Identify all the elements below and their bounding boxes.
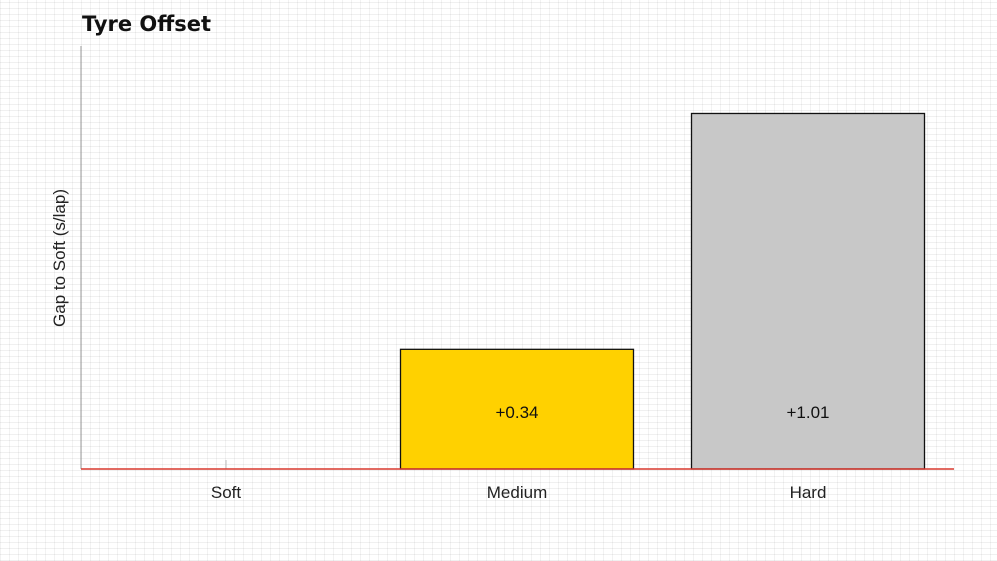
x-tick-label-medium: Medium	[487, 483, 547, 502]
x-tick-label-soft: Soft	[211, 483, 242, 502]
bar-value-label-medium: +0.34	[495, 403, 538, 422]
bars-group: +0.34 +1.01	[225, 112, 926, 470]
bar-value-label-hard: +1.01	[786, 403, 829, 422]
x-tick-labels: Soft Medium Hard	[211, 483, 827, 502]
bar-medium	[399, 348, 635, 470]
bar-hard	[690, 112, 926, 470]
chart-title: Tyre Offset	[82, 12, 212, 36]
x-tick-label-hard: Hard	[790, 483, 827, 502]
